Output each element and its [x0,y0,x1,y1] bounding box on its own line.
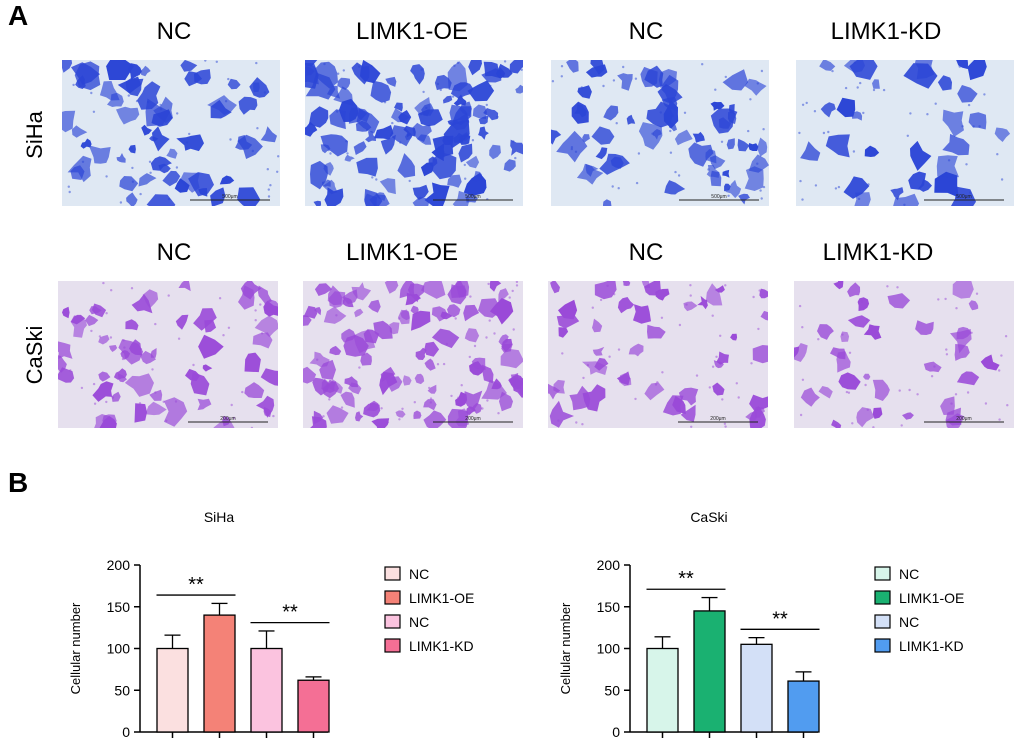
chart-caski: CaSki Cellular number 0 50 100 150 200 ** ** NC LI… [550,500,1015,745]
scale-bar-label: 200μm [220,416,235,422]
col-label-caski-3: NC [628,239,664,266]
micrograph-caski-limk1-kd: 200μm [794,281,1014,428]
bar [646,647,679,733]
col-label-siha-2: LIMK1-OE [355,18,469,45]
micrograph-siha-limk1-kd: 500μm [796,60,1014,206]
chart-siha: SiHa Cellular number 0 50 100 150 200 ** ** NC LIM… [60,500,520,745]
panel-a-letter: A [8,0,29,31]
legend-label: NC [409,566,429,582]
legend-label: LIMK1-OE [899,590,964,606]
y-tick-label: 150 [597,599,621,615]
legend-swatch [384,566,401,581]
y-axis-label: Cellular number [68,602,83,694]
scale-bar-label: 500μm [956,194,971,200]
y-tick-label: 50 [604,682,620,698]
significance-label: ** [772,608,788,630]
micrograph-caski-nc-2: 200μm [548,281,768,428]
error-bar [654,636,671,649]
bar [297,679,330,733]
error-bar [305,676,322,681]
error-bar [258,630,275,649]
legend-label: LIMK1-KD [899,638,964,654]
col-label-siha-3: NC [628,18,664,45]
chart-title: SiHa [204,509,235,525]
significance-marker: ** [250,602,330,624]
bar [250,647,283,733]
significance-marker: ** [740,608,820,630]
col-label-siha-4: LIMK1-KD [830,18,942,45]
error-bar [795,671,812,682]
panel-b-letter: B [8,467,29,498]
legend-label: LIMK1-OE [409,590,474,606]
significance-label: ** [188,574,204,596]
error-bar [701,596,718,611]
col-label-siha-1: NC [156,18,192,45]
legend-swatch [874,614,891,629]
significance-marker: ** [646,568,726,590]
legend-label: LIMK1-KD [409,638,474,654]
scale-bar-label: 200μm [956,416,971,422]
y-tick-label: 200 [107,557,131,573]
scale-bar-label: 200μm [710,416,725,422]
row-label-siha: SiHa [22,111,47,159]
legend-swatch [384,638,401,653]
chart-title: CaSki [690,509,727,525]
scale-bar-label: 500μm [465,194,480,200]
y-tick-label: 50 [114,682,130,698]
legend-label: NC [899,566,919,582]
y-tick-label: 100 [107,641,131,657]
micrograph-siha-limk1-oe: 500μm [305,60,523,206]
micrograph-siha-nc-1: 500μm [62,60,280,206]
legend-swatch [874,590,891,605]
legend-label: NC [899,614,919,630]
micrograph-siha-nc-2: 500μm [551,60,769,206]
y-tick-label: 100 [597,641,621,657]
y-tick-label: 200 [597,557,621,573]
significance-marker: ** [156,574,236,596]
y-tick-label: 0 [612,724,620,740]
scale-bar-label: 200μm [465,416,480,422]
legend-swatch [384,614,401,629]
legend-swatch [874,566,891,581]
error-bar [164,634,181,649]
scale-bar-label: 500μm [222,194,237,200]
error-bar [748,636,765,645]
legend-swatch [874,638,891,653]
y-axis-label: Cellular number [558,602,573,694]
bar [156,647,189,733]
significance-label: ** [678,568,694,590]
legend-label: NC [409,614,429,630]
col-label-caski-4: LIMK1-KD [822,239,934,266]
col-label-caski-1: NC [156,239,192,266]
bar [693,610,726,733]
legend-swatch [384,590,401,605]
significance-label: ** [282,602,298,624]
error-bar [211,602,228,616]
bar [203,614,236,733]
micrograph-caski-nc-1: 200μm [58,281,278,428]
col-label-caski-2: LIMK1-OE [345,239,459,266]
micrograph-caski-limk1-oe: 200μm [303,281,523,428]
row-label-caski: CaSki [22,325,47,385]
bar [787,680,820,733]
scale-bar-label: 500μm [711,194,726,200]
y-tick-label: 0 [122,724,130,740]
y-tick-label: 150 [107,599,131,615]
bar [740,643,773,733]
